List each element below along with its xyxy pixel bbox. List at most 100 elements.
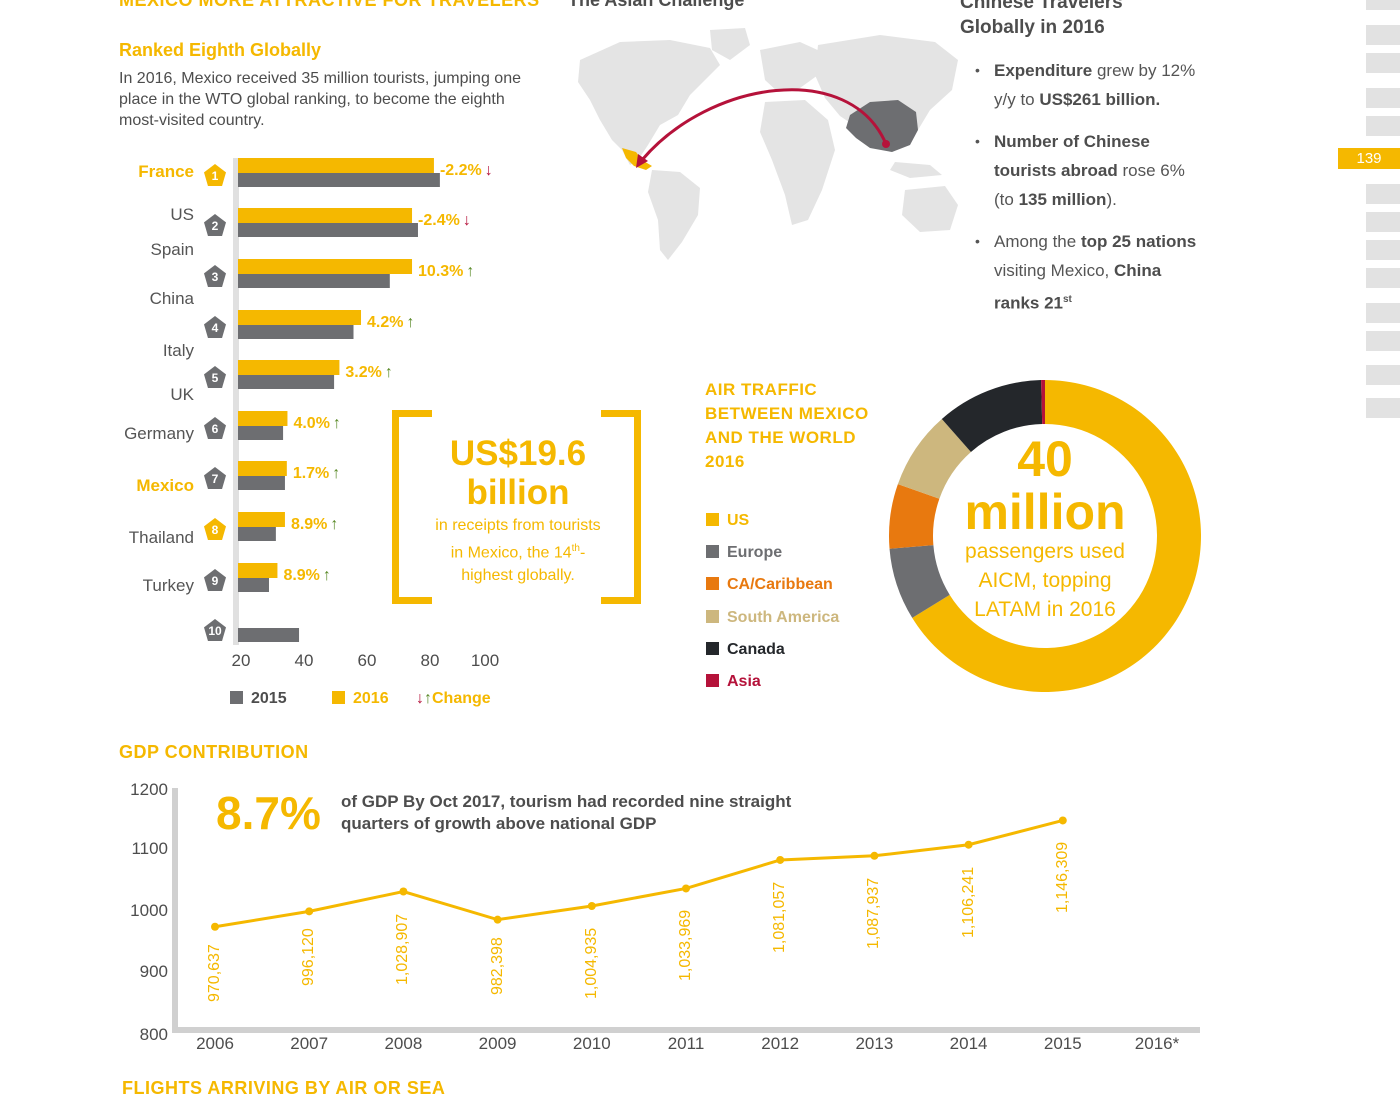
- change-label: 4.2% ↑: [367, 314, 414, 332]
- gdp-point: [1058, 816, 1067, 825]
- legend-change: ↓↑Change: [416, 690, 491, 708]
- change-label: 8.9% ↑: [291, 516, 338, 534]
- gdp-series-line: [214, 819, 1064, 929]
- sidebar-stripe: [1366, 25, 1400, 45]
- north-america-shape: [578, 40, 720, 165]
- bullet-bold: US$261 billion.: [1039, 90, 1161, 109]
- receipts-caption: in receipts from tourists in Mexico, the…: [410, 514, 626, 587]
- gdp-value-label: 1,004,935: [582, 927, 600, 999]
- change-value: 10.3%: [418, 263, 464, 280]
- greenland-shape: [710, 28, 750, 60]
- donut-slice: [912, 380, 1201, 692]
- gdp-point: [587, 902, 596, 911]
- legend-label: South America: [727, 609, 840, 626]
- y-tick-label: 1100: [131, 839, 168, 858]
- section-header-chinese: Chinese Travelers Globally in 2016: [960, 0, 1123, 40]
- donut-slice: [889, 545, 950, 618]
- x-tick-label: 2014: [949, 1034, 988, 1053]
- change-label: -2.2% ↓: [440, 162, 493, 180]
- bar-2015: [238, 375, 335, 389]
- sidebar-stripe: [1366, 268, 1400, 288]
- legend-swatch: [706, 642, 719, 655]
- donut-caption-line: AICM, topping: [978, 569, 1112, 592]
- chinese-bullets: Expenditure grew by 12% y/y to US$261 bi…: [975, 56, 1205, 331]
- rank-badge: 6: [204, 417, 226, 439]
- donut-caption: passengers used AICM, topping LATAM in 2…: [940, 537, 1150, 624]
- legend-label: Europe: [727, 544, 783, 561]
- legend-label: Canada: [727, 641, 785, 658]
- gdp-value-label: 1,028,907: [394, 913, 412, 985]
- gdp-value-label: 1,081,057: [771, 881, 789, 953]
- air-traffic-donut: [889, 380, 1201, 692]
- donut-caption-line: passengers used: [965, 540, 1125, 563]
- donut-caption-line: LATAM in 2016: [974, 598, 1116, 621]
- gdp-point: [682, 884, 690, 893]
- chinese-header-line1: Chinese Travelers: [960, 0, 1123, 13]
- sidebar-stripe: [1366, 240, 1400, 260]
- bullet-bold: top 25 nations: [1080, 232, 1197, 251]
- rank-badge: 2: [204, 214, 226, 236]
- gdp-value-label: 1,033,969: [677, 910, 694, 982]
- bar-2016: [238, 360, 340, 375]
- gdp-value-label: 970,637: [206, 943, 223, 1002]
- change-label: 1.7% ↑: [293, 465, 340, 483]
- down-arrow-icon: ↓: [416, 690, 424, 707]
- legend-2015: 2015: [230, 690, 287, 708]
- gdp-value-label: 1,146,309: [1053, 842, 1071, 914]
- bullet-expenditure: Expenditure grew by 12% y/y to US$261 bi…: [975, 56, 1205, 114]
- bar-2015: [238, 476, 285, 490]
- bar-2016: [238, 563, 278, 578]
- change-value: 4.2%: [367, 314, 404, 331]
- bullet-text: grew by 12% y/y to: [994, 61, 1196, 109]
- change-value: -2.4%: [418, 212, 460, 229]
- donut-slice: [889, 484, 940, 549]
- air-legend-item: Asia: [706, 673, 761, 691]
- gdp-annotation-text: of GDP By Oct 2017, tourism had recorded…: [341, 792, 792, 833]
- donut-big-number: 40: [1017, 431, 1073, 487]
- bar-2016: [238, 158, 434, 173]
- sidebar-stripe: [1366, 365, 1400, 385]
- x-tick-label: 2007: [290, 1034, 329, 1053]
- gdp-value-label: 1,106,241: [959, 866, 977, 938]
- gdp-annotation-percent: 8.7%: [216, 787, 321, 839]
- receipts-amount: US$19.6: [449, 434, 587, 473]
- legend-swatch: [706, 513, 719, 526]
- bullet-text: ).: [1106, 190, 1117, 209]
- donut-slice: [897, 418, 971, 499]
- y-tick-label: 1200: [130, 780, 168, 799]
- receipts-caption-line: in Mexico, the 14th-: [410, 537, 626, 564]
- x-tick-label: 2011: [667, 1034, 705, 1053]
- rank-badge: 5: [204, 366, 226, 388]
- change-value: 1.7%: [292, 465, 330, 482]
- y-tick-label: 1000: [130, 901, 168, 920]
- bullet-china-rank: Among the top 25 nations visiting Mexico…: [975, 227, 1205, 318]
- bar-2015: [238, 325, 354, 339]
- rank-badge: 4: [204, 316, 226, 338]
- change-value: 3.2%: [345, 364, 382, 381]
- up-arrow-icon: ↑: [384, 364, 393, 381]
- legend-label: 2016: [353, 690, 389, 707]
- donut-big-unit: million: [964, 484, 1126, 540]
- change-label: 3.2% ↑: [345, 364, 392, 382]
- legend-label: 2015: [251, 690, 287, 707]
- legend-2016: 2016: [332, 690, 389, 708]
- rank-badge: 8: [204, 518, 226, 540]
- legend-label: Asia: [727, 673, 761, 690]
- air-legend-item: South America: [706, 609, 839, 627]
- rank-badge: 3: [204, 265, 226, 287]
- gdp-value-label: 996,120: [300, 928, 318, 987]
- bullet-text: visiting Mexico,: [994, 261, 1114, 280]
- air-legend-item: CA/Caribbean: [706, 576, 833, 594]
- gdp-value-label: 982,398: [488, 936, 506, 995]
- legend-swatch-2016: [332, 691, 345, 704]
- left-bracket: [392, 410, 432, 604]
- bullet-sup: st: [1063, 294, 1072, 305]
- x-tick-label: 100: [470, 651, 500, 670]
- rank-badge: 10: [204, 619, 226, 641]
- y-tick-label: 800: [139, 1025, 168, 1044]
- air-traffic-title: AIR TRAFFIC BETWEEN MEXICO AND THE WORLD…: [705, 380, 869, 471]
- country-label: UK: [170, 385, 194, 404]
- legend-label: US: [727, 512, 750, 529]
- legend-label: Change: [432, 690, 491, 707]
- change-label: 10.3% ↑: [418, 263, 474, 281]
